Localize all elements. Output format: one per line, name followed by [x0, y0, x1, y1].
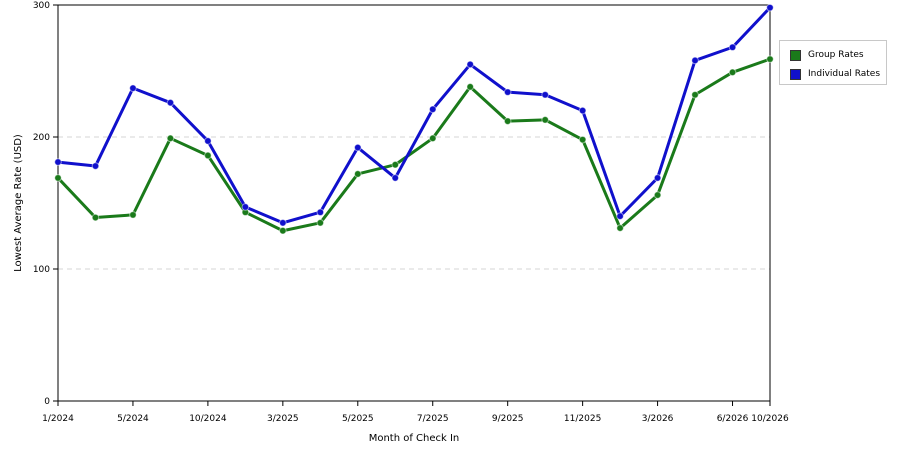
data-point-group-rates [166, 134, 175, 143]
x-tick-label: 6/2026 [717, 414, 749, 424]
data-point-group-rates [129, 211, 137, 219]
data-point-group-rates [353, 170, 362, 178]
x-tick-label: 3/2026 [642, 414, 674, 424]
data-point-individual-rates [353, 143, 362, 152]
data-point-group-rates [204, 151, 212, 160]
x-tick-label: 1/2024 [42, 414, 74, 424]
data-point-group-rates [428, 134, 437, 143]
data-point-individual-rates [241, 203, 250, 211]
data-point-individual-rates [391, 174, 400, 182]
data-point-individual-rates [54, 158, 62, 166]
x-tick-label: 7/2025 [417, 414, 449, 424]
legend-swatch-individual-rates [790, 68, 801, 80]
data-point-individual-rates [616, 212, 624, 220]
data-point-group-rates [728, 68, 737, 77]
data-point-group-rates [578, 135, 587, 144]
data-point-group-rates [541, 116, 549, 124]
series-group-rates [54, 55, 774, 235]
data-point-individual-rates [129, 84, 137, 92]
series-layer [54, 3, 774, 235]
data-point-individual-rates [653, 174, 662, 182]
data-point-group-rates [466, 83, 475, 91]
data-point-individual-rates [466, 60, 475, 69]
x-tick-label: 10/2024 [189, 414, 227, 424]
data-point-individual-rates [166, 98, 175, 107]
x-tick-label: 5/2024 [117, 414, 149, 424]
data-point-individual-rates [279, 219, 287, 227]
y-tick-label: 0 [44, 397, 50, 407]
data-point-group-rates [503, 117, 512, 125]
y-tick-label: 300 [33, 1, 50, 11]
data-point-individual-rates [316, 208, 325, 217]
x-tick-label: 10/2026 [751, 414, 789, 424]
series-line-individual-rates [56, 6, 772, 225]
y-tick-label: 200 [33, 133, 50, 143]
data-point-individual-rates [728, 43, 737, 52]
legend-swatch-group-rates [790, 49, 801, 61]
legend: Group Rates Individual Rates [779, 40, 887, 85]
x-axis-ticks: 1/2024 5/2024 10/2024 3/2025 5/2025 7/2025 9/2… [42, 401, 789, 424]
legend-item-individual-rates: Individual Rates [790, 67, 880, 81]
data-point-individual-rates [503, 88, 512, 96]
x-tick-label: 5/2025 [342, 414, 374, 424]
legend-label-individual-rates: Individual Rates [808, 69, 881, 79]
x-tick-label: 9/2025 [492, 414, 524, 424]
data-point-individual-rates [428, 105, 437, 114]
data-point-group-rates [616, 224, 624, 232]
plot-frame [57, 4, 771, 402]
x-axis-title: Month of Check In [369, 433, 460, 444]
data-point-group-rates [316, 219, 325, 227]
data-point-group-rates [766, 55, 774, 63]
legend-item-group-rates: Group Rates [790, 48, 864, 62]
data-point-group-rates [391, 160, 400, 169]
data-point-group-rates [54, 174, 62, 182]
x-tick-label: 3/2025 [267, 414, 299, 424]
axes [57, 4, 771, 402]
legend-label-group-rates: Group Rates [808, 50, 864, 60]
data-point-group-rates [91, 213, 100, 222]
series-individual-rates [54, 3, 774, 227]
data-point-group-rates [653, 191, 662, 199]
data-point-individual-rates [766, 3, 774, 12]
data-point-group-rates [691, 90, 699, 99]
data-point-individual-rates [204, 137, 212, 145]
grid-lines [58, 136, 770, 270]
data-point-individual-rates [541, 90, 549, 99]
y-axis-ticks: 0 100 200 300 [33, 1, 58, 407]
x-tick-label: 11/2025 [564, 414, 601, 424]
data-point-individual-rates [91, 162, 100, 170]
data-point-individual-rates [691, 56, 699, 65]
y-axis-title: Lowest Average Rate (USD) [13, 134, 24, 272]
y-tick-label: 100 [33, 265, 50, 275]
data-point-individual-rates [578, 106, 587, 115]
data-point-group-rates [279, 226, 287, 235]
series-line-group-rates [56, 57, 772, 233]
